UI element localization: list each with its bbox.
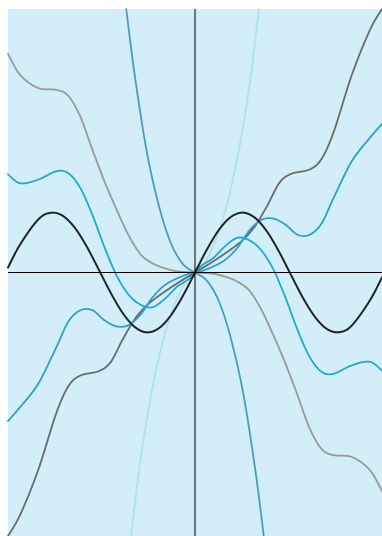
function-plot (7, 8, 382, 536)
